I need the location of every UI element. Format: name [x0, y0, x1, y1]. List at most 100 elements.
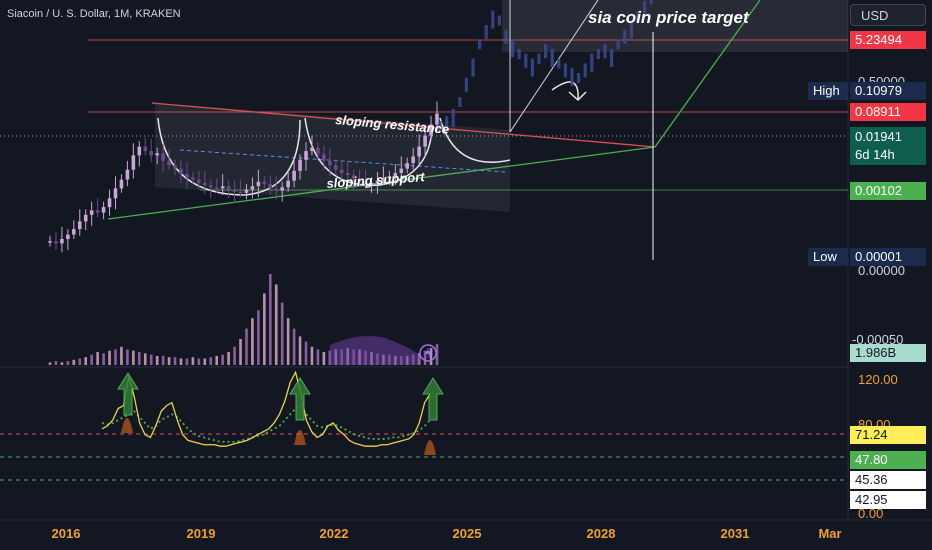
volume-bar: [215, 355, 219, 365]
projected-candle: [616, 39, 620, 50]
osc-peak-highlight: [424, 440, 436, 455]
volume-bar: [328, 350, 332, 365]
volume-bar: [423, 350, 427, 365]
candle-body: [363, 181, 368, 184]
volume-bar: [429, 348, 433, 365]
sloping-support-line: [107, 146, 656, 220]
candle-body: [238, 191, 243, 194]
osc-value-3: 45.36: [850, 471, 926, 489]
price-badge-0-00102: 0.00102: [850, 182, 926, 200]
volume-bar: [435, 344, 439, 365]
projected-candle: [577, 73, 581, 83]
projection-line: [654, 0, 761, 148]
candle-body: [345, 173, 350, 176]
candle-body: [119, 179, 124, 189]
candle-body: [173, 165, 177, 169]
projected-candle: [623, 29, 627, 44]
osc-main-line: [101, 370, 431, 447]
volume-bar: [126, 349, 129, 365]
chart-title: Siacoin / U. S. Dollar, 1M, KRAKEN: [7, 8, 181, 20]
oscillator-pane: [0, 370, 848, 481]
candle-body: [60, 239, 64, 244]
candle-body: [83, 214, 88, 222]
volume-bar: [245, 328, 248, 365]
candle-body: [435, 113, 439, 125]
sloping-resistance-line: [151, 102, 656, 148]
projected-candle: [511, 39, 515, 58]
time-tick-mar: Mar: [818, 526, 842, 541]
price-badge-5-23494: 5.23494: [850, 31, 926, 49]
candle-body: [280, 187, 284, 191]
candle-body: [179, 168, 183, 175]
projected-candle: [497, 15, 501, 26]
volume-area: [330, 336, 420, 365]
volume-bar: [298, 336, 302, 365]
chart-overlays: [117, 372, 444, 421]
time-tick-2025: 2025: [452, 526, 482, 541]
candle-body: [411, 156, 415, 164]
volume-bar: [316, 349, 320, 365]
candle-body: [333, 165, 338, 170]
volume-bar: [304, 341, 308, 365]
candle-body: [429, 124, 433, 136]
candle-body: [244, 189, 249, 193]
projected-candle: [596, 49, 600, 59]
volume-bar: [268, 274, 272, 365]
candle-body: [322, 154, 326, 161]
candle-body: [268, 184, 273, 189]
projected-candle: [491, 10, 495, 29]
candle-body: [89, 210, 94, 215]
candle-body: [208, 185, 213, 188]
lightning-glyph: [425, 347, 432, 359]
volume-bar: [66, 361, 70, 365]
projected-candle: [464, 77, 468, 92]
neckline: [179, 149, 506, 173]
candle-body: [185, 174, 189, 178]
volume-bar: [233, 346, 236, 365]
projected-candle: [504, 29, 508, 44]
volume-bar: [114, 349, 117, 365]
volume-bar: [132, 350, 135, 365]
candle-body: [143, 146, 148, 151]
candle-body: [351, 175, 356, 179]
projected-candle: [530, 58, 534, 77]
volume-bar: [286, 318, 290, 365]
projected-candle: [603, 44, 607, 59]
lightning-icon: [419, 344, 437, 362]
channel-box: [155, 103, 510, 212]
volume-bar: [84, 357, 88, 365]
low-label: Low: [808, 248, 848, 266]
candlestick-series: [48, 0, 653, 253]
candle-body: [405, 163, 410, 169]
up-arrow-icon: [289, 377, 311, 421]
candle-body: [256, 181, 261, 187]
candle-body: [286, 180, 290, 188]
candle-body: [197, 179, 201, 183]
candle-body: [161, 153, 165, 161]
osc-tick-top: 120.00: [858, 372, 898, 387]
volume-bar: [155, 355, 159, 365]
candle-body: [214, 187, 219, 189]
projected-candle: [484, 25, 488, 39]
projected-candle: [636, 10, 640, 21]
volume-bar: [54, 361, 58, 365]
price-badge-0-08911: 0.08911: [850, 103, 926, 121]
low-value: 0.00001: [850, 248, 926, 266]
volume-bar: [197, 358, 201, 365]
time-tick-2031: 2031: [720, 526, 750, 541]
candle-body: [149, 151, 154, 156]
cup-arc-2: [304, 117, 433, 187]
candle-body: [155, 153, 159, 156]
volume-bar: [322, 352, 326, 365]
candle-body: [375, 180, 380, 183]
time-tick-2019: 2019: [186, 526, 216, 541]
volume-bar: [161, 355, 165, 365]
candle-body: [48, 241, 52, 243]
candle-body: [191, 177, 195, 180]
volume-bar: [179, 358, 183, 365]
projected-candle: [471, 58, 475, 77]
candle-body: [423, 135, 427, 147]
currency-button[interactable]: USD: [850, 4, 926, 26]
projected-candle: [524, 53, 528, 68]
